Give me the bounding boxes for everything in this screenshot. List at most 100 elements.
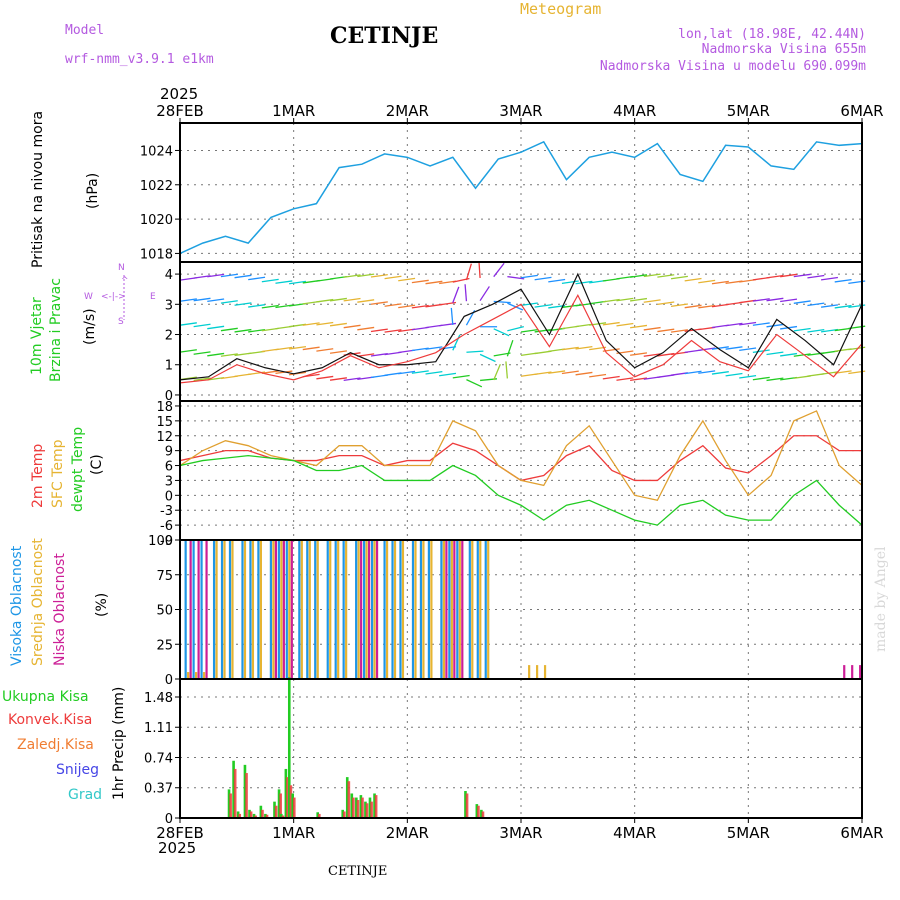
wind-arrow bbox=[807, 302, 825, 307]
cloud-label-mid: Srednja Oblacnost bbox=[30, 538, 46, 666]
wind-arrow bbox=[834, 278, 852, 283]
precip-bar-total bbox=[264, 813, 267, 818]
cloud-bar-mid bbox=[259, 540, 262, 679]
y-tick-label: 1.11 bbox=[144, 721, 173, 736]
wind-arrow bbox=[534, 276, 552, 281]
cloud-bar-high bbox=[228, 540, 232, 679]
wind-arrow bbox=[657, 328, 675, 333]
wind-arrow bbox=[698, 370, 716, 374]
cloud-bar-mid bbox=[202, 672, 206, 679]
wind-arrow bbox=[561, 280, 579, 284]
wind-arrow bbox=[343, 297, 361, 302]
wind-arrow bbox=[657, 301, 675, 305]
wind-arrow bbox=[207, 352, 225, 357]
precip-bar-total bbox=[350, 793, 354, 818]
wind-arrow bbox=[275, 280, 293, 284]
cloud-bar-mid bbox=[422, 540, 425, 679]
wind-arrow bbox=[207, 325, 225, 330]
meteogram-label: Meteogram bbox=[520, 0, 601, 18]
wind-arrow bbox=[752, 376, 770, 381]
cloud-bar-mid bbox=[365, 540, 368, 679]
temp-unit: (C) bbox=[89, 454, 105, 475]
cloud-bar-high bbox=[298, 540, 301, 679]
y-tick-label: 0 bbox=[165, 673, 173, 688]
precip-bar-convective bbox=[229, 793, 232, 818]
wind-arrow bbox=[343, 377, 361, 382]
wind-arrow bbox=[329, 322, 347, 327]
cloud-bar-mid bbox=[345, 540, 348, 679]
cloud-bar-high bbox=[285, 540, 288, 679]
precip-bar-convective bbox=[249, 811, 253, 818]
cloud-label-low: Niska Oblacnost bbox=[52, 553, 68, 666]
temp-label-sfc: SFC Temp bbox=[50, 439, 66, 508]
cloud-label-high: Visoka Oblacnost bbox=[9, 545, 25, 666]
cloud-bar-mid bbox=[195, 672, 198, 679]
wind-arrow bbox=[179, 322, 197, 326]
cloud-bar-mid bbox=[300, 540, 303, 679]
y-tick-label: 25 bbox=[156, 638, 173, 653]
wind-arrow bbox=[507, 275, 525, 280]
wind-arrow bbox=[493, 262, 505, 278]
precip-unit: 1hr Precip (mm) bbox=[111, 687, 127, 800]
wind-arrow bbox=[505, 361, 509, 379]
wind-arrow bbox=[739, 347, 757, 352]
cloud-bar-high bbox=[200, 540, 203, 679]
wind-arrow bbox=[520, 274, 538, 279]
cloud-bar-low bbox=[282, 540, 285, 679]
y-tick-label: 1024 bbox=[140, 144, 173, 159]
wind-arrow bbox=[766, 297, 784, 302]
wind-arrow bbox=[207, 273, 225, 278]
wind-arrow bbox=[820, 304, 839, 308]
cloud-bar-mid bbox=[458, 540, 461, 679]
page-title: CETINJE bbox=[330, 23, 438, 49]
wind-arrow bbox=[220, 353, 238, 357]
wind-arrow bbox=[684, 277, 702, 282]
wind-arrow bbox=[425, 280, 443, 285]
wind-arrow bbox=[684, 370, 702, 375]
cloud-bar-high bbox=[342, 540, 345, 679]
cloud-unit: (%) bbox=[94, 593, 110, 617]
cloud-bar-low bbox=[843, 665, 846, 679]
x-tick-label-top: 2MAR bbox=[386, 102, 429, 120]
wind-arrow bbox=[398, 277, 416, 282]
wind-arrow bbox=[261, 278, 279, 283]
wind-arrow bbox=[575, 280, 593, 285]
precip-bar-total bbox=[359, 795, 363, 818]
x-tick-label-bottom: 1MAR bbox=[272, 824, 315, 842]
wind-arrow bbox=[643, 273, 661, 278]
precip-bar-convective bbox=[286, 777, 289, 818]
precip-bar-total bbox=[259, 805, 263, 818]
wind-arrow bbox=[643, 353, 661, 357]
cloud-bar-high bbox=[314, 540, 317, 679]
cloud-bar-high bbox=[212, 540, 216, 679]
compass-rose: W <-|-> E N ^ S bbox=[84, 263, 156, 327]
wind-arrow bbox=[493, 328, 510, 337]
compass-e: E bbox=[150, 292, 156, 302]
wind-arrow bbox=[616, 377, 634, 381]
cloud-bar-mid bbox=[430, 540, 433, 679]
wind-arrow bbox=[234, 302, 252, 306]
cloud-bar-high bbox=[419, 540, 423, 679]
wind-arrow bbox=[534, 328, 552, 333]
wind-arrow bbox=[548, 370, 566, 374]
cloud-bar-mid bbox=[231, 540, 234, 679]
x-tick-label-top: 1MAR bbox=[272, 102, 315, 120]
wind-arrow bbox=[193, 351, 211, 355]
wind-arrow bbox=[793, 273, 811, 278]
wind-arrow bbox=[384, 275, 402, 280]
pressure-line bbox=[179, 140, 863, 255]
x-tick-label-bottom: 3MAR bbox=[499, 824, 542, 842]
cloud-bar-mid bbox=[337, 540, 340, 679]
wind-arrow bbox=[411, 370, 429, 374]
wind-arrow bbox=[766, 323, 784, 328]
wind-arrow bbox=[534, 371, 552, 375]
cloud-bar-high bbox=[448, 540, 451, 679]
cloud-bar-high bbox=[334, 540, 337, 679]
y-tick-label: 1 bbox=[165, 359, 173, 374]
wind-arrow bbox=[465, 263, 472, 281]
wind-arrow bbox=[450, 307, 454, 325]
compass-n: N bbox=[118, 263, 125, 273]
cloud-bar-mid bbox=[479, 540, 482, 679]
panel-frame-pressure bbox=[179, 122, 863, 263]
